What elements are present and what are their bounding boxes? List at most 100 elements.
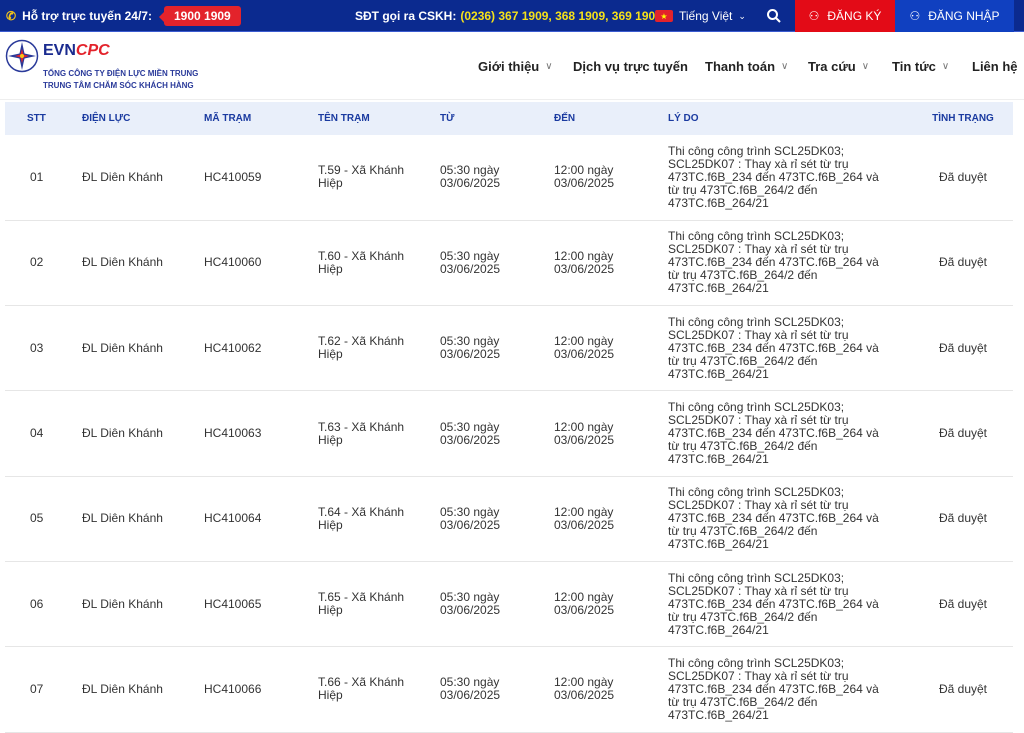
cell-tinh-trang: Đã duyệt [938,681,988,696]
col-tinh-trang: TÌNH TRẠNG [932,113,994,124]
login-button[interactable]: ⚇ ĐĂNG NHẬP [895,0,1014,32]
cell-den: 12:00 ngày 03/06/2025 [554,419,615,447]
table-row: 01 ĐL Diên Khánh HC410059 T.59 - Xã Khánh H… [5,135,1013,221]
cell-ly-do: Thi công công trình SCL25DK03; SCL25DK07… [668,400,879,467]
cskh-label: SĐT gọi ra CSKH: [355,9,457,23]
cell-ly-do: Thi công công trình SCL25DK03; SCL25DK07… [668,143,879,210]
chevron-down-icon: ∨ [781,60,789,72]
vietnam-flag-icon: ★ [655,10,673,22]
phone-icon: ✆ [6,9,17,23]
col-den: ĐẾN [554,113,576,124]
col-dien-luc: ĐIỆN LỰC [82,113,131,124]
cell-dien-luc: ĐL Diên Khánh [82,596,163,611]
cskh-numbers: (0236) 367 1909, 368 1909, 369 1909 [460,9,662,23]
cell-ly-do: Thi công công trình SCL25DK03; SCL25DK07… [668,570,879,637]
cell-ly-do: Thi công công trình SCL25DK03; SCL25DK07… [668,485,879,552]
cell-stt: 02 [30,255,44,270]
center-name: TRUNG TÂM CHĂM SÓC KHÁCH HÀNG [43,81,194,90]
site-header: EVNCPC TỔNG CÔNG TY ĐIỆN LỰC MIỀN TRUNG … [0,32,1024,100]
cell-stt: 04 [30,426,44,441]
hotline-badge[interactable]: 1900 1909 [159,6,241,26]
col-ly-do: LÝ DO [668,113,699,124]
cell-dien-luc: ĐL Diên Khánh [82,681,163,696]
company-name: TỔNG CÔNG TY ĐIỆN LỰC MIỀN TRUNG [43,69,199,78]
cell-ten-tram: T.66 - Xã Khánh Hiệp [318,675,405,703]
nav-tin-tuc[interactable]: Tin tức ∨ [892,32,949,100]
cell-ma-tram: HC410060 [204,255,262,270]
cell-den: 12:00 ngày 03/06/2025 [554,163,615,191]
cell-ma-tram: HC410066 [204,681,262,696]
cell-ma-tram: HC410065 [204,596,262,611]
chevron-down-icon: ∨ [941,60,950,72]
cell-stt: 06 [30,596,44,611]
cell-tu: 05:30 ngày 03/06/2025 [440,504,501,532]
cell-stt: 01 [30,169,44,184]
nav-tra-cuu[interactable]: Tra cứu ∨ [808,32,869,100]
cell-dien-luc: ĐL Diên Khánh [82,511,163,526]
nav-label: Dịch vụ trực tuyến [573,58,688,74]
table-row: 05 ĐL Diên Khánh HC410064 T.64 - Xã Khánh H… [5,476,1013,562]
cell-den: 12:00 ngày 03/06/2025 [554,590,615,618]
col-stt: STT [27,113,46,124]
nav-label: Giới thiệu [478,58,540,74]
chevron-down-icon: ⌄ [738,10,746,21]
chevron-down-icon: ∨ [545,60,553,72]
table-row: 03 ĐL Diên Khánh HC410062 T.62 - Xã Khánh H… [5,306,1013,391]
cell-tu: 05:30 ngày 03/06/2025 [440,248,501,276]
cell-dien-luc: ĐL Diên Khánh [82,340,163,355]
nav-label: Thanh toán [705,58,776,74]
cell-stt: 03 [30,340,44,355]
col-ten-tram: TÊN TRẠM [318,113,370,124]
cell-ma-tram: HC410063 [204,426,262,441]
table-row: 06 ĐL Diên Khánh HC410065 T.65 - Xã Khánh H… [5,561,1013,647]
chevron-down-icon: ∨ [861,60,870,72]
cell-ten-tram: T.62 - Xã Khánh Hiệp [318,334,405,362]
cell-dien-luc: ĐL Diên Khánh [82,169,163,184]
table-row: 02 ĐL Diên Khánh HC410060 T.60 - Xã Khánh H… [5,220,1013,306]
nav-gioi-thieu[interactable]: Giới thiệu ∨ [478,32,553,100]
cell-ma-tram: HC410062 [204,340,262,355]
outage-schedule-table: STT ĐIỆN LỰC MÃ TRẠM TÊN TRẠM TỪ ĐẾN LÝ … [5,102,1013,733]
language-selector[interactable]: ★ Tiếng Việt ⌄ [655,0,746,32]
cell-tu: 05:30 ngày 03/06/2025 [440,334,501,362]
cell-tinh-trang: Đã duyệt [938,596,988,611]
cell-tinh-trang: Đã duyệt [938,426,988,441]
cell-den: 12:00 ngày 03/06/2025 [554,248,615,276]
cell-tinh-trang: Đã duyệt [938,511,988,526]
cell-ly-do: Thi công công trình SCL25DK03; SCL25DK07… [668,229,879,296]
nav-dich-vu[interactable]: Dịch vụ trực tuyến [573,32,688,100]
top-bar: ✆ Hỗ trợ trực tuyến 24/7: 1900 1909 SĐT … [0,0,1024,32]
cell-ten-tram: T.63 - Xã Khánh Hiệp [318,419,405,447]
nav-lien-he[interactable]: Liên hệ [972,32,1018,100]
cell-ma-tram: HC410064 [204,511,262,526]
support-info: ✆ Hỗ trợ trực tuyến 24/7: 1900 1909 [6,0,241,32]
search-icon[interactable] [766,8,782,24]
brand-evn: EVN [43,42,76,59]
nav-label: Tra cứu [808,58,856,74]
cell-tu: 05:30 ngày 03/06/2025 [440,590,501,618]
brand-name[interactable]: EVNCPC [43,42,110,60]
cell-tinh-trang: Đã duyệt [938,340,988,355]
table-row: 07 ĐL Diên Khánh HC410066 T.66 - Xã Khánh H… [5,647,1013,733]
support-label: Hỗ trợ trực tuyến 24/7: [22,9,152,23]
cell-den: 12:00 ngày 03/06/2025 [554,334,615,362]
cell-ma-tram: HC410059 [204,169,262,184]
evn-logo-icon[interactable] [5,39,39,73]
cell-tu: 05:30 ngày 03/06/2025 [440,675,501,703]
col-tu: TỪ [440,113,455,124]
cell-ten-tram: T.65 - Xã Khánh Hiệp [318,590,405,618]
nav-thanh-toan[interactable]: Thanh toán ∨ [705,32,788,100]
cskh-info: SĐT gọi ra CSKH: (0236) 367 1909, 368 19… [355,0,662,32]
col-ma-tram: MÃ TRẠM [204,113,252,124]
language-label: Tiếng Việt [679,9,733,23]
user-icon: ⚇ [808,9,820,23]
nav-label: Liên hệ [972,58,1018,74]
user-icon: ⚇ [909,9,921,23]
brand-cpc: CPC [75,42,110,59]
cell-ly-do: Thi công công trình SCL25DK03; SCL25DK07… [668,655,879,722]
cell-dien-luc: ĐL Diên Khánh [82,426,163,441]
cell-tu: 05:30 ngày 03/06/2025 [440,419,501,447]
nav-label: Tin tức [892,58,936,74]
cell-ten-tram: T.60 - Xã Khánh Hiệp [318,248,405,276]
register-button[interactable]: ⚇ ĐĂNG KÝ [795,0,895,32]
